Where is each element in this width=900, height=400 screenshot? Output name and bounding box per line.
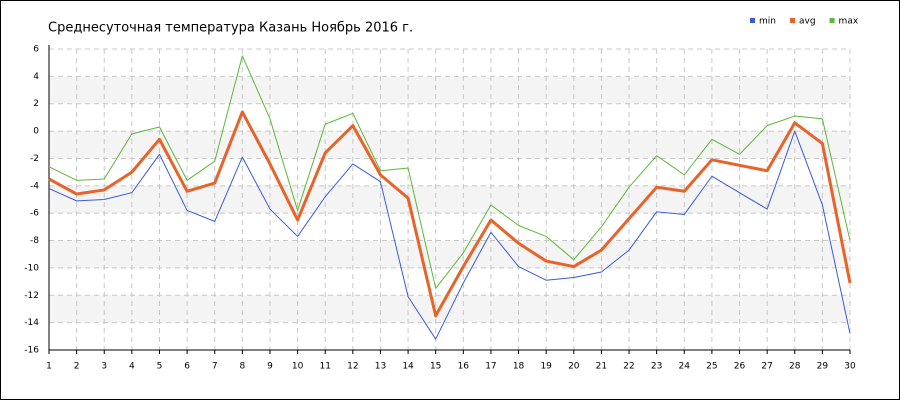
x-tick-label: 16 [458, 362, 470, 372]
legend-swatch [750, 18, 755, 23]
y-tick-label: 4 [33, 72, 39, 82]
x-tick-label: 19 [540, 362, 552, 372]
x-tick-label: 13 [375, 362, 386, 372]
y-tick-label: 2 [33, 99, 39, 109]
legend-swatch [789, 18, 795, 23]
x-tick-label: 20 [568, 362, 580, 372]
y-tick-label: 0 [33, 127, 39, 137]
x-tick-label: 3 [101, 362, 107, 372]
x-tick-label: 30 [844, 362, 856, 372]
legend-swatch [829, 18, 835, 23]
x-tick-label: 2 [74, 362, 80, 372]
grid-band [49, 295, 850, 323]
x-tick-label: 25 [706, 362, 717, 372]
y-tick-label: -6 [30, 209, 39, 219]
legend-label: max [839, 17, 859, 27]
x-tick-label: 6 [184, 362, 190, 372]
x-tick-label: 4 [129, 362, 135, 372]
x-tick-label: 29 [817, 362, 829, 372]
x-tick-label: 7 [212, 362, 218, 372]
y-tick-label: -4 [30, 181, 39, 191]
y-tick-label: -2 [30, 154, 39, 164]
x-tick-label: 27 [761, 362, 772, 372]
x-tick-label: 5 [157, 362, 163, 372]
x-tick-label: 26 [734, 362, 746, 372]
y-tick-label: -12 [24, 291, 39, 301]
x-tick-label: 18 [513, 362, 525, 372]
x-tick-label: 9 [267, 362, 273, 372]
x-tick-label: 1 [46, 362, 52, 372]
x-tick-label: 14 [402, 362, 414, 372]
y-tick-label: -16 [24, 346, 39, 356]
x-tick-label: 23 [651, 362, 662, 372]
x-tick-label: 21 [596, 362, 607, 372]
x-tick-label: 24 [679, 362, 691, 372]
grid-band [49, 76, 850, 104]
grid-band [49, 240, 850, 268]
legend-label: avg [799, 17, 816, 27]
x-tick-label: 11 [319, 362, 330, 372]
grid-band [49, 185, 850, 214]
x-tick-label: 17 [485, 362, 496, 372]
y-tick-label: -10 [24, 263, 39, 273]
legend-label: min [759, 17, 776, 27]
x-tick-label: 10 [292, 362, 304, 372]
x-tick-label: 28 [789, 362, 801, 372]
series-line [48, 110, 852, 318]
y-tick-label: -14 [24, 318, 39, 328]
series-line [48, 130, 851, 340]
x-tick-label: 22 [623, 362, 634, 372]
x-tick-label: 15 [430, 362, 441, 372]
x-tick-label: 12 [347, 362, 358, 372]
x-tick-label: 8 [239, 362, 245, 372]
y-tick-label: -8 [30, 236, 39, 246]
grid-band [49, 131, 850, 159]
chart-title: Среднесуточная температура Казань Ноябрь… [48, 21, 413, 36]
series-line [48, 55, 851, 289]
y-tick-label: 6 [33, 45, 39, 55]
